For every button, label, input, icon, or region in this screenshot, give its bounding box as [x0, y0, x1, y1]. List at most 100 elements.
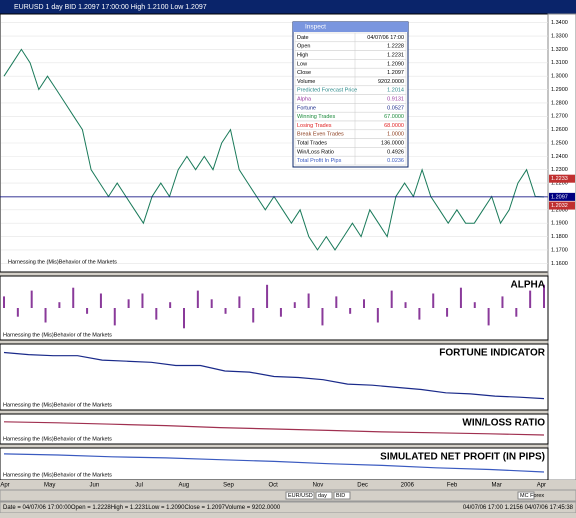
inspect-value: 0.0527: [387, 105, 404, 111]
inspect-label: Low: [297, 61, 307, 67]
alpha-bar: [459, 287, 462, 308]
y-tick-label: 1.1900: [551, 221, 568, 227]
x-tick-label: Aug: [178, 483, 189, 489]
alpha-bar: [196, 290, 199, 308]
y-tick-label: 1.1800: [551, 234, 568, 240]
inspect-label: Open: [297, 44, 310, 50]
inspect-label: Alpha: [297, 96, 312, 102]
inspect-title: Inspect: [305, 24, 326, 31]
alpha-bar: [16, 308, 19, 317]
x-tick-label: Nov: [313, 483, 324, 489]
x-tick-label: 2006: [401, 483, 415, 489]
inspect-value: 1.2014: [387, 88, 404, 94]
alpha-bar: [321, 308, 324, 326]
x-axis-labels: Apr May Jun Jul Aug Sep Oct Nov Dec 2006 Feb Mar Apr: [0, 483, 546, 489]
watermark: Harnessing the (Mis)Behavior of the Mark…: [3, 402, 112, 408]
alpha-bar: [335, 296, 338, 308]
inspect-value: 1.2090: [387, 61, 404, 67]
x-tick-label: Oct: [269, 483, 279, 489]
inspect-value: 0.0236: [387, 158, 404, 164]
y-tick-label: 1.2500: [551, 140, 568, 146]
toolbar-item[interactable]: BID: [336, 493, 345, 499]
price-plot: 1.16001.17001.18001.19001.20001.21001.22…: [0, 20, 575, 267]
price-marker: [549, 174, 575, 183]
y-tick-label: 1.3300: [551, 34, 568, 40]
inspect-label: Losing Trades: [297, 123, 332, 129]
toolbar-dropdown[interactable]: [517, 491, 535, 500]
alpha-bar: [543, 284, 545, 308]
x-tick-label: May: [44, 483, 55, 489]
alpha-bar: [376, 308, 379, 323]
inspect-value: 04/07/06 17:00: [367, 35, 404, 41]
title-bar: [0, 0, 576, 14]
inspect-value: 0.9131: [387, 96, 404, 102]
inspect-row: [294, 155, 407, 166]
inspect-label: Winning Trades: [297, 114, 335, 120]
alpha-bar: [99, 293, 102, 308]
inspect-label: Volume: [297, 79, 315, 85]
x-tick-label: Dec: [357, 483, 368, 489]
watermark: Harnessing the (Mis)Behavior of the Mark…: [3, 472, 112, 478]
alpha-bar: [30, 290, 33, 308]
alpha-bar: [127, 299, 130, 308]
alpha-bar: [155, 308, 158, 320]
x-tick-label: Jul: [135, 483, 143, 489]
y-tick-label: 1.2600: [551, 127, 568, 133]
y-tick-label: 1.2200: [551, 181, 568, 187]
alpha-bar: [183, 308, 185, 329]
alpha-bar: [58, 302, 61, 308]
alpha-bar: [363, 299, 365, 308]
watermark: Harnessing the (Mis)Behavior of the Mark…: [8, 259, 117, 265]
inspect-label: Date: [297, 35, 309, 41]
toolbar-items: EUR/USD day BID MC Forex: [285, 491, 544, 500]
indicator-panels: ALPHA Harnessing the (Mis)Behavior of the…: [0, 275, 549, 481]
toolbar-item[interactable]: day: [318, 493, 327, 499]
toolbar-dropdown[interactable]: [315, 491, 333, 500]
x-tick-label: Apr: [0, 483, 9, 489]
inspect-value: 1.2231: [387, 52, 404, 58]
alpha-bar: [404, 302, 407, 308]
inspect-value: 68.0000: [384, 123, 404, 129]
price-marker: [549, 201, 575, 210]
inspect-value: 136.0000: [381, 140, 404, 146]
alpha-bar: [113, 308, 116, 326]
inspect-label: Total Trades: [297, 140, 327, 146]
toolbar-item[interactable]: EUR/USD: [288, 493, 313, 499]
alpha-bar: [252, 308, 255, 323]
watermark: Harnessing the (Mis)Behavior of the Mark…: [3, 436, 112, 442]
alpha-bar: [487, 308, 490, 326]
toolbar-dropdown[interactable]: [333, 491, 351, 500]
panel-title: SIMULATED NET PROFIT (IN PIPS): [380, 452, 545, 463]
alpha-bar: [501, 296, 504, 308]
toolbar-dropdown[interactable]: [285, 491, 315, 500]
alpha-bar: [293, 302, 296, 308]
y-tick-label: 1.2300: [551, 167, 568, 173]
x-tick-label: Mar: [492, 483, 502, 489]
y-tick-label: 1.3000: [551, 74, 568, 80]
toolbar-item[interactable]: MC Forex: [520, 493, 544, 499]
inspect-value: 1.2228: [387, 44, 404, 50]
y-tick-label: 1.2800: [551, 100, 568, 106]
y-axis-strip: [547, 13, 576, 481]
alpha-bar: [238, 296, 241, 308]
alpha-bar: [446, 308, 449, 317]
alpha-bar: [210, 299, 213, 308]
y-tick-label: 1.2400: [551, 154, 568, 160]
price-marker: [549, 192, 575, 201]
inspect-label: Close: [297, 70, 311, 76]
alpha-bar: [86, 308, 89, 314]
x-tick-label: Jun: [90, 483, 100, 489]
x-axis: [0, 480, 576, 490]
inspect-label: High: [297, 52, 308, 58]
alpha-bar: [390, 290, 393, 308]
x-tick-label: Apr: [537, 483, 546, 489]
alpha-bar: [44, 308, 47, 323]
alpha-bar: [72, 287, 75, 308]
price-marker-label: 1.2032: [551, 203, 568, 209]
panel-title: WIN/LOSS RATIO: [462, 418, 545, 429]
inspect-label: Predicted Forecast Price: [297, 88, 357, 94]
alpha-bar: [279, 308, 282, 317]
inspect-value: 9202.0000: [378, 79, 404, 85]
